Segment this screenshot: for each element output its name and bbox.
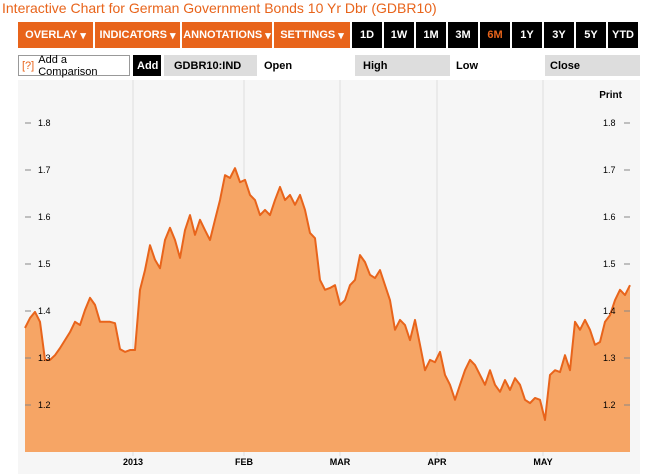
menu-button[interactable]: OVERLAY ▾ <box>18 22 93 48</box>
button-label: SETTINGS <box>280 29 336 41</box>
page-title: Interactive Chart for German Government … <box>2 0 437 16</box>
y-tick-label: 1.7 <box>603 165 616 175</box>
price-line <box>24 167 631 422</box>
button-label: 1Y <box>520 29 534 41</box>
button-label: ANNOTATIONS <box>183 29 263 41</box>
placeholder: Add a Comparison <box>38 53 98 78</box>
y-tick-label: 1.5 <box>603 259 616 269</box>
symbol: GDBR10:IND <box>164 55 257 76</box>
button-label: 3Y <box>552 29 566 41</box>
button-label: 1W <box>390 29 408 41</box>
y-tick-label: 1.2 <box>603 400 616 410</box>
button-label: YTD <box>612 29 634 41</box>
button-label: 6M <box>487 29 503 41</box>
chart: Print 2013 FEB MAR APR MAY 1.2 1.2 1.3 1.3 1.4 1.4… <box>18 80 640 474</box>
y-tick-label: 1.8 <box>38 118 51 128</box>
dropdown-arrow: ▾ <box>169 29 176 42</box>
button-label: 1M <box>423 29 439 41</box>
field-label: Low <box>456 59 478 72</box>
button-label: 1D <box>359 29 375 41</box>
button-label: 5Y <box>584 29 598 41</box>
range-button[interactable]: 3Y <box>544 22 574 48</box>
x-tick-label: FEB <box>235 457 254 467</box>
dropdown-arrow: ▾ <box>338 29 344 42</box>
y-tick-label: 1.4 <box>603 306 616 316</box>
field-label: Open <box>264 59 293 72</box>
y-tick-label: 1.6 <box>38 212 51 222</box>
range-button[interactable]: 1Y <box>512 22 542 48</box>
x-tick-label: APR <box>427 457 447 467</box>
y-tick-label: 1.2 <box>38 400 51 410</box>
y-tick-label: 1.7 <box>38 165 51 175</box>
menu-button[interactable]: INDICATORS ▾ <box>95 22 180 48</box>
button-label: 3M <box>455 29 471 41</box>
y-tick-label: 1.8 <box>603 118 616 128</box>
y-tick-label: 1.3 <box>38 353 51 363</box>
menu-button[interactable]: ANNOTATIONS ▾ <box>182 22 272 48</box>
field-label: Close <box>545 55 640 76</box>
print-button[interactable]: Print <box>599 90 622 101</box>
button-label: OVERLAY <box>25 29 78 41</box>
dropdown-arrow: ▾ <box>265 29 271 42</box>
range-button[interactable]: 1W <box>384 22 414 48</box>
button-label: INDICATORS <box>99 29 167 41</box>
y-tick-label: 1.5 <box>38 259 51 269</box>
range-button[interactable]: YTD <box>608 22 638 48</box>
menu-button[interactable]: SETTINGS ▾ <box>274 22 350 48</box>
y-tick-label: 1.6 <box>603 212 616 222</box>
area-fill <box>25 168 630 452</box>
help-icon[interactable]: [?] <box>22 59 35 72</box>
range-button[interactable]: 6M <box>480 22 510 48</box>
y-tick-label: 1.3 <box>603 353 616 363</box>
dropdown-arrow: ▾ <box>80 29 86 42</box>
x-tick-label: MAR <box>330 457 351 467</box>
range-button[interactable]: 1D <box>352 22 382 48</box>
add-button[interactable]: Add <box>133 55 161 76</box>
range-button[interactable]: 3M <box>448 22 478 48</box>
field-label: High <box>355 55 450 76</box>
x-tick-label: 2013 <box>123 457 143 467</box>
y-tick-label: 1.4 <box>38 306 51 316</box>
range-button[interactable]: 5Y <box>576 22 606 48</box>
x-tick-label: MAY <box>533 457 552 467</box>
comparison-input[interactable]: [?] Add a Comparison <box>18 53 130 78</box>
range-button[interactable]: 1M <box>416 22 446 48</box>
